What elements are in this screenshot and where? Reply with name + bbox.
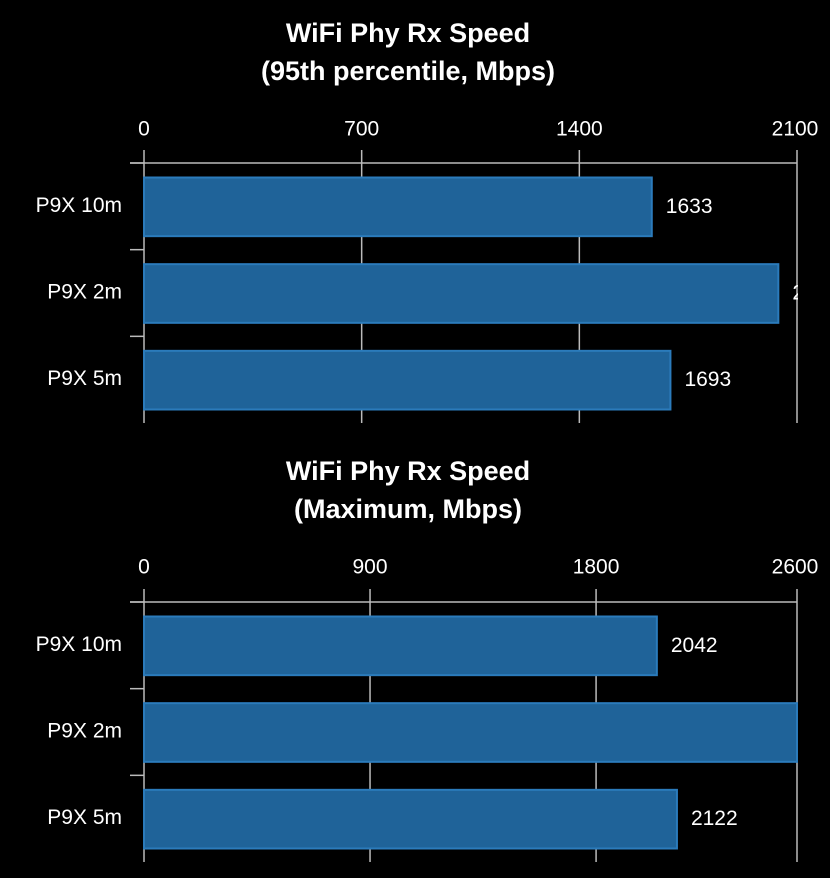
chart-subtitle: (Maximum, Mbps) bbox=[294, 494, 522, 524]
value-label: 2040 bbox=[792, 282, 830, 305]
bar bbox=[143, 615, 658, 677]
category-label: P9X 10m bbox=[36, 633, 122, 656]
chart-title: WiFi Phy Rx Speed bbox=[286, 456, 530, 486]
bar bbox=[143, 263, 780, 324]
value-label: 1693 bbox=[684, 368, 731, 391]
category-label: P9X 10m bbox=[36, 194, 122, 217]
value-label: 2122 bbox=[691, 807, 738, 830]
category-label: P9X 5m bbox=[47, 367, 122, 390]
x-tick-label: 1800 bbox=[573, 556, 620, 579]
value-label: 2600 bbox=[811, 721, 830, 744]
chart-subtitle: (95th percentile, Mbps) bbox=[261, 56, 555, 86]
bar bbox=[143, 349, 672, 411]
plot-area: 1633 2040 1693 bbox=[143, 176, 830, 411]
value-label: 2042 bbox=[671, 634, 718, 657]
x-tick-label: 1400 bbox=[556, 118, 603, 141]
x-tick-label: 700 bbox=[344, 118, 379, 141]
plot-area: 2042 2600 2122 bbox=[143, 615, 830, 850]
bar bbox=[143, 702, 798, 763]
x-tick-label: 900 bbox=[353, 556, 388, 579]
x-tick-label: 2600 bbox=[772, 556, 819, 579]
chart-title: WiFi Phy Rx Speed bbox=[286, 18, 530, 48]
category-label: P9X 2m bbox=[47, 281, 122, 304]
value-label: 1633 bbox=[666, 195, 713, 218]
bar bbox=[143, 788, 678, 850]
category-label: P9X 5m bbox=[47, 806, 122, 829]
bar bbox=[143, 176, 653, 238]
x-tick-label: 0 bbox=[138, 556, 150, 579]
x-tick-label: 2100 bbox=[772, 118, 819, 141]
x-tick-label: 0 bbox=[138, 118, 150, 141]
category-label: P9X 2m bbox=[47, 720, 122, 743]
